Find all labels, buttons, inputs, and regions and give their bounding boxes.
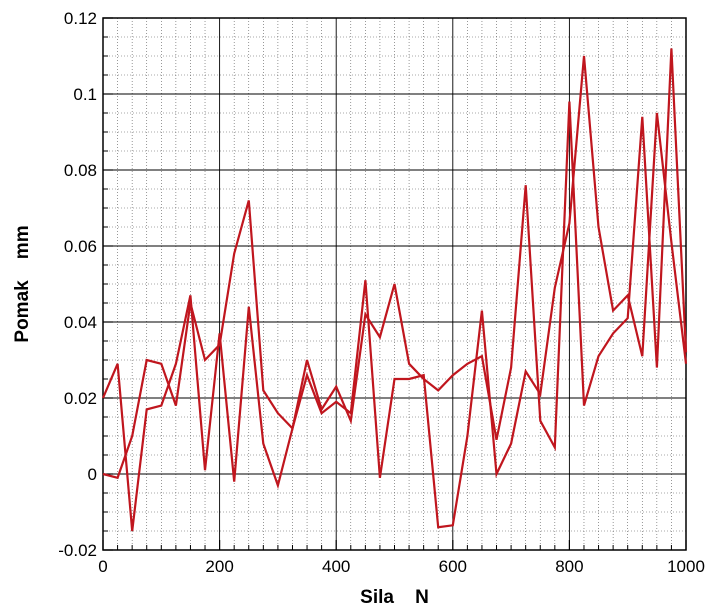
x-axis-title: Sila N (360, 587, 429, 608)
y-axis-title: Pomak mm (12, 225, 33, 342)
y-tick-label: 0 (88, 465, 97, 484)
x-tick-label: 600 (439, 557, 467, 576)
y-tick-label: 0.06 (64, 237, 97, 256)
x-tick-label: 1000 (667, 557, 705, 576)
y-tick-label: 0.02 (64, 389, 97, 408)
x-tick-label: 400 (322, 557, 350, 576)
series-line-2 (102, 48, 688, 480)
x-tick-label: 0 (98, 557, 107, 576)
x-tick-label: 200 (205, 557, 233, 576)
y-tick-label: -0.02 (58, 541, 97, 560)
tick-labels: 0 200 400 600 800 1000-0.0200.020.040.060.080… (58, 9, 705, 576)
y-tick-label: 0.08 (64, 161, 97, 180)
x-tick-label: 800 (555, 557, 583, 576)
y-tick-label: 0.12 (64, 9, 97, 28)
axis-ticks (102, 17, 687, 551)
y-tick-label: 0.04 (64, 313, 97, 332)
y-tick-label: 0.1 (73, 85, 97, 104)
series-line-1 (101, 55, 688, 532)
series-group (101, 48, 688, 532)
